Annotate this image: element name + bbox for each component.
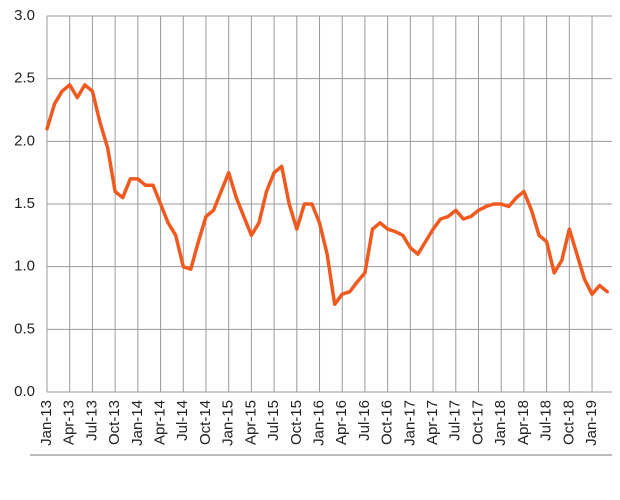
y-tick-label: 2.0 [14,132,35,149]
x-tick-label: Jan-13 [38,400,55,446]
y-tick-label: 1.5 [14,195,35,212]
x-tick-label: Jul-15 [265,400,282,441]
x-tick-label: Oct-15 [288,400,305,445]
x-tick-label: Apr-14 [152,400,169,445]
x-tick-label: Jan-15 [220,400,237,446]
x-tick-label: Jan-17 [401,400,418,446]
y-tick-label: 0.0 [14,383,35,400]
x-tick-label: Oct-16 [379,400,396,445]
x-tick-label: Oct-18 [560,400,577,445]
x-tick-label: Jul-14 [174,400,191,441]
x-tick-label: Jul-13 [83,400,100,441]
x-tick-label: Apr-15 [242,400,259,445]
x-tick-label: Jan-14 [129,400,146,446]
x-tick-label: Jan-16 [310,400,327,446]
y-tick-label: 1.0 [14,258,35,275]
x-tick-label: Jul-18 [538,400,555,441]
y-tick-label: 2.5 [14,70,35,87]
x-tick-label: Apr-17 [424,400,441,445]
x-tick-label: Oct-17 [469,400,486,445]
x-tick-label: Jul-17 [447,400,464,441]
x-tick-label: Jul-16 [356,400,373,441]
x-tick-label: Oct-13 [106,400,123,445]
data-line [45,83,609,307]
x-tick-label: Apr-13 [61,400,78,445]
x-tick-label: Jan-19 [583,400,600,446]
x-tick-label: Apr-16 [333,400,350,445]
x-tick-label: Jan-18 [492,400,509,446]
x-tick-label: Apr-18 [515,400,532,445]
y-tick-label: 3.0 [14,7,35,24]
x-tick-label: Oct-14 [197,400,214,445]
y-tick-label: 0.5 [14,320,35,337]
